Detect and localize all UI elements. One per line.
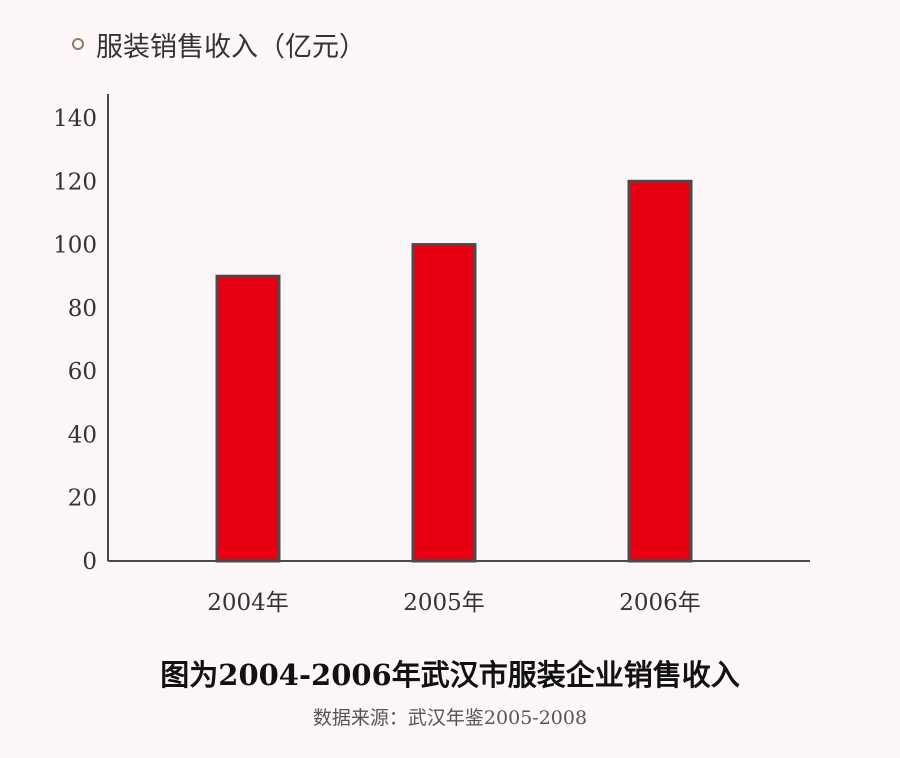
legend-label: 服装销售收入（亿元）: [96, 31, 366, 63]
y-tick-label: 80: [68, 296, 97, 322]
bars: [215, 179, 693, 563]
y-tick-label: 20: [68, 486, 97, 512]
y-tick-labels: 0 20 40 60 80 100 120 140: [53, 106, 97, 575]
y-tick-label: 60: [68, 359, 97, 385]
y-tick-label: 40: [68, 422, 97, 448]
x-category-label: 2006年: [619, 590, 701, 616]
bar: [215, 274, 281, 563]
x-category-label: 2004年: [207, 590, 289, 616]
chart-legend: 服装销售收入（亿元）: [72, 26, 366, 63]
legend-marker-icon: [72, 38, 84, 50]
bar-chart: 0 20 40 60 80 100 120 140 2004年 2005年 2006年: [53, 94, 810, 616]
y-tick-label: 140: [53, 106, 97, 132]
chart-caption-title: 图为2004-2006年武汉市服装企业销售收入: [160, 658, 740, 692]
x-category-label: 2005年: [403, 590, 485, 616]
bar: [627, 179, 693, 563]
bar: [411, 243, 477, 563]
chart-caption-source: 数据来源：武汉年鉴2005-2008: [312, 707, 588, 729]
y-tick-label: 100: [53, 233, 97, 259]
x-category-labels: 2004年 2005年 2006年: [207, 590, 701, 616]
y-tick-label: 120: [53, 169, 97, 195]
y-tick-label: 0: [82, 549, 97, 575]
